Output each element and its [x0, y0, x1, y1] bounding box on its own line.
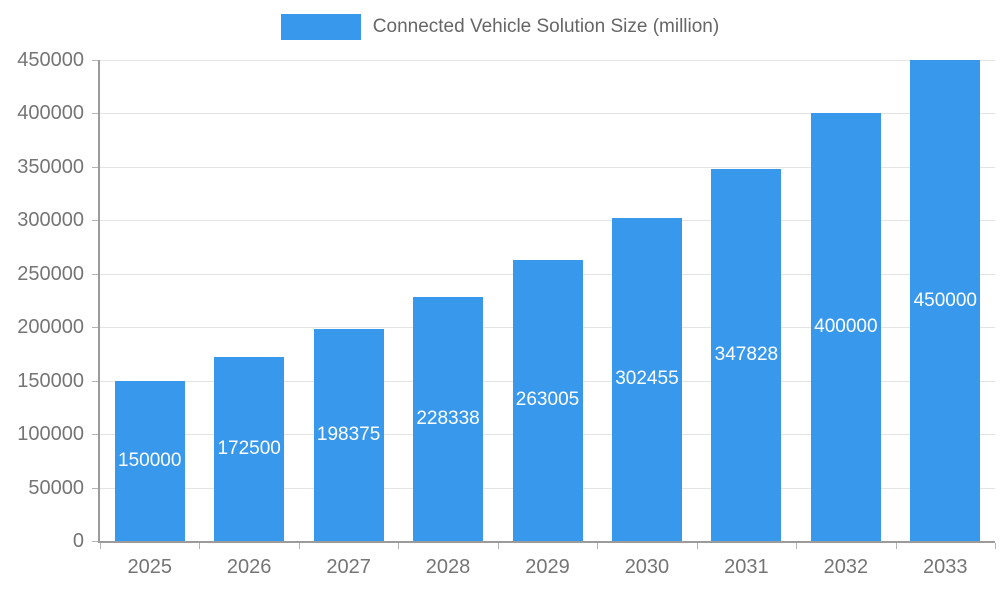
bar-value-label: 150000 [118, 449, 182, 471]
y-axis-tick-label: 450000 [17, 49, 84, 71]
bar-value-label: 198375 [316, 423, 381, 445]
x-axis-tick [796, 543, 798, 549]
y-axis-tick-label: 400000 [17, 102, 84, 125]
x-axis-tick [298, 543, 300, 549]
y-axis-tick-label: 250000 [17, 262, 84, 285]
gridline [100, 113, 995, 115]
bar: 400000 [810, 113, 881, 541]
x-axis-tick-label: 2030 [624, 556, 670, 578]
bar: 228338 [413, 296, 484, 541]
y-axis-tick-label: 0 [72, 530, 84, 552]
gridline [100, 166, 995, 168]
y-axis-tick [92, 166, 98, 168]
bar-value-label: 263005 [515, 389, 580, 411]
y-axis-tick-label: 50000 [28, 476, 84, 499]
x-axis-tick-label: 2033 [923, 556, 968, 578]
bar: 347828 [711, 169, 782, 541]
x-axis-tick-label: 2026 [226, 556, 272, 578]
x-axis-tick-label: 2027 [326, 556, 371, 578]
x-axis-tick-label: 2031 [724, 556, 769, 578]
y-axis-tick [92, 487, 98, 489]
y-axis-tick [92, 434, 98, 436]
y-axis-tick [92, 327, 98, 329]
bar-value-label: 400000 [814, 316, 878, 338]
y-axis-tick [92, 220, 98, 222]
x-axis-tick-label: 2025 [127, 556, 172, 578]
y-axis-tick-label: 200000 [17, 316, 84, 339]
bar-value-label: 172500 [217, 437, 281, 459]
x-axis-tick-label: 2028 [425, 556, 471, 578]
x-axis-tick [696, 543, 698, 549]
x-axis-tick [497, 543, 499, 549]
x-axis-tick-label: 2032 [823, 556, 869, 578]
y-axis-tick [92, 113, 98, 115]
y-axis-tick-label: 300000 [17, 209, 84, 232]
x-axis-tick [895, 543, 897, 549]
bar-value-label: 228338 [416, 407, 480, 429]
y-axis-tick [92, 541, 98, 542]
x-axis-line [100, 541, 995, 543]
bar: 263005 [512, 259, 583, 541]
x-axis-tick [398, 543, 400, 549]
chart-legend[interactable]: Connected Vehicle Solution Size (million… [0, 14, 1000, 40]
bar: 302455 [611, 217, 682, 541]
y-axis-tick [92, 380, 98, 382]
y-axis-line [98, 60, 100, 543]
y-axis-tick-label: 150000 [17, 369, 84, 392]
legend-label[interactable]: Connected Vehicle Solution Size (million… [372, 16, 720, 37]
x-axis-tick [100, 543, 101, 549]
legend-swatch[interactable] [280, 14, 361, 40]
y-axis-tick-label: 100000 [17, 423, 84, 446]
y-axis-tick [92, 60, 98, 61]
x-axis-tick-label: 2029 [525, 556, 570, 578]
gridline [100, 220, 995, 222]
y-axis-tick-label: 350000 [17, 155, 84, 178]
bar-value-label: 347828 [714, 344, 779, 366]
y-axis-tick [92, 273, 98, 275]
x-axis-tick [199, 543, 201, 549]
bar: 150000 [114, 380, 185, 541]
bar: 172500 [214, 356, 285, 541]
bar-value-label: 302455 [615, 368, 679, 390]
bar: 198375 [313, 328, 384, 541]
bar: 450000 [910, 60, 981, 541]
x-axis-tick [995, 543, 996, 549]
bar-value-label: 450000 [913, 289, 977, 311]
x-axis-tick [597, 543, 599, 549]
gridline [100, 60, 995, 61]
